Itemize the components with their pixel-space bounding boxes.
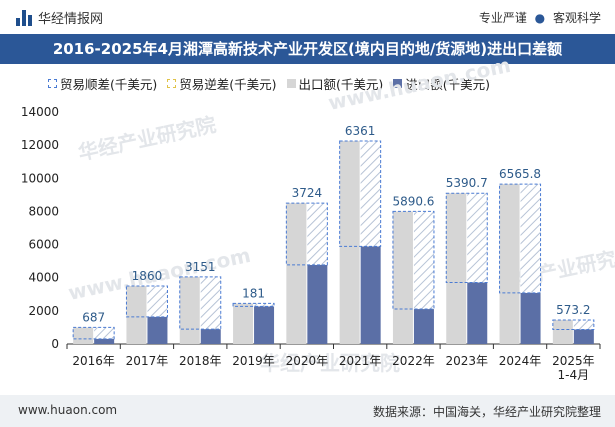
bar-surplus-hatch <box>254 303 275 307</box>
chart-title: 2016-2025年4月湘潭高新技术产业开发区(境内目的地/货源地)进出口差额 <box>0 34 615 64</box>
bar-import <box>254 306 275 344</box>
x-tick-label: 1-4月 <box>558 368 590 382</box>
bar-surplus-outline <box>232 302 275 307</box>
bar-surplus-outline <box>552 319 595 330</box>
bar-export <box>73 327 94 344</box>
x-tick-label: 2023年 <box>445 354 488 368</box>
header-tags: 专业严谨 ● 客观科学 <box>479 9 601 26</box>
y-tick-label: 4000 <box>28 271 59 285</box>
bar-surplus-hatch <box>307 203 328 265</box>
watermark-text: 华经产业研究院 <box>260 351 400 375</box>
bar-import <box>413 309 434 344</box>
y-tick-label: 6000 <box>28 238 59 252</box>
bar-import <box>573 329 594 344</box>
legend-item-export: 出口额(千美元) <box>286 74 384 93</box>
x-tick-label: 2017年 <box>126 354 169 368</box>
legend-label-deficit: 贸易逆差(千美元) <box>179 77 277 92</box>
bar-chart: 华经产业研究院www.huaon.com华经产业研究院www.huaon.com… <box>21 53 615 382</box>
legend-swatch-deficit <box>167 79 177 88</box>
x-tick-label: 2019年 <box>232 354 275 368</box>
x-tick-label: 2022年 <box>392 354 435 368</box>
x-tick-label: 2021年 <box>339 354 382 368</box>
footer-source: 数据来源：中国海关，华经产业研究院整理 <box>372 405 601 419</box>
legend-label-surplus: 贸易顺差(千美元) <box>60 77 158 92</box>
y-tick-label: 10000 <box>21 171 59 185</box>
legend-swatch-export <box>286 79 296 88</box>
x-tick-label: 2018年 <box>179 354 222 368</box>
data-label-surplus: 181 <box>242 286 265 300</box>
bar-surplus-outline <box>72 326 115 340</box>
bar-surplus-outline <box>445 192 488 284</box>
bar-export <box>126 286 147 344</box>
bar-import <box>307 264 328 344</box>
bar-export <box>339 141 360 344</box>
bar-import <box>200 329 221 344</box>
y-tick-label: 12000 <box>21 138 59 152</box>
data-label-surplus: 6565.8 <box>499 167 541 181</box>
watermark-text: www.huaon.com <box>326 53 513 115</box>
bar-surplus-outline <box>339 140 382 247</box>
tag-1: 专业严谨 <box>478 11 527 25</box>
data-label-surplus: 5390.7 <box>446 176 488 190</box>
bar-surplus-hatch <box>413 211 434 310</box>
bar-surplus-hatch <box>520 184 541 293</box>
bar-export <box>233 303 254 344</box>
bar-surplus-hatch <box>94 327 115 339</box>
bar-surplus-hatch <box>573 319 594 330</box>
brand: 华经情报网 <box>16 8 103 27</box>
bar-export <box>552 319 573 344</box>
x-tick-label: 2016年 <box>72 354 115 368</box>
bar-surplus-outline <box>392 210 435 310</box>
chart-legend: 贸易顺差(千美元) 贸易逆差(千美元) 出口额(千美元) 进口额(千美元) <box>48 74 500 93</box>
legend-item-surplus: 贸易顺差(千美元) <box>48 74 157 93</box>
bar-export <box>286 203 307 344</box>
bar-surplus-hatch <box>467 193 488 283</box>
bar-import <box>520 292 541 344</box>
bar-export <box>446 193 467 344</box>
bar-surplus-hatch <box>147 286 168 317</box>
x-tick-label: 2020年 <box>286 354 329 368</box>
legend-label-export: 出口额(千美元) <box>298 77 384 92</box>
brand-name: 华经情报网 <box>38 12 104 27</box>
data-label-surplus: 3724 <box>292 186 323 200</box>
bar-export <box>499 184 520 344</box>
x-tick-label: 2024年 <box>499 354 542 368</box>
label-layer: 687 1860 3151 181 3724 6361 5890.6 5390.7 6565.8… <box>82 124 590 324</box>
footer: www.huaon.com 数据来源：中国海关，华经产业研究院整理 <box>0 395 615 427</box>
watermark-text: 华经产业研究院 <box>76 112 218 165</box>
tag-2: 客观科学 <box>552 11 601 25</box>
data-label-surplus: 687 <box>82 310 105 324</box>
y-tick-label: 14000 <box>21 105 59 119</box>
brand-logo-icon <box>16 9 32 26</box>
footer-url: www.huaon.com <box>18 403 118 417</box>
bar-import <box>360 246 381 344</box>
bar-surplus-hatch <box>200 276 221 330</box>
y-tick-label: 0 <box>51 337 59 351</box>
bar-import <box>94 338 115 344</box>
tag-separator-icon: ● <box>534 11 546 25</box>
bar-import <box>467 282 488 344</box>
bar-layer <box>72 140 595 344</box>
bar-export <box>179 276 200 344</box>
data-label-surplus: 6361 <box>345 124 376 138</box>
data-label-surplus: 3151 <box>185 260 216 274</box>
bar-surplus-hatch <box>360 141 381 247</box>
data-label-surplus: 573.2 <box>556 303 590 317</box>
bar-surplus-outline <box>285 202 328 266</box>
y-tick-label: 8000 <box>28 204 59 218</box>
y-tick-label: 2000 <box>28 304 59 318</box>
data-label-surplus: 5890.6 <box>392 194 434 208</box>
data-label-surplus: 1860 <box>132 269 163 283</box>
legend-swatch-import <box>393 79 403 88</box>
x-tick-label: 2025年 <box>552 354 595 368</box>
legend-swatch-surplus <box>48 79 57 88</box>
bar-surplus-outline <box>125 285 168 318</box>
legend-label-import: 进口额(千美元) <box>405 77 491 92</box>
bar-surplus-outline <box>499 183 542 294</box>
bar-surplus-outline <box>179 276 222 330</box>
legend-item-deficit: 贸易逆差(千美元) <box>167 74 277 93</box>
bar-import <box>147 316 168 344</box>
bar-export <box>392 211 413 344</box>
legend-item-import: 进口额(千美元) <box>393 74 490 93</box>
